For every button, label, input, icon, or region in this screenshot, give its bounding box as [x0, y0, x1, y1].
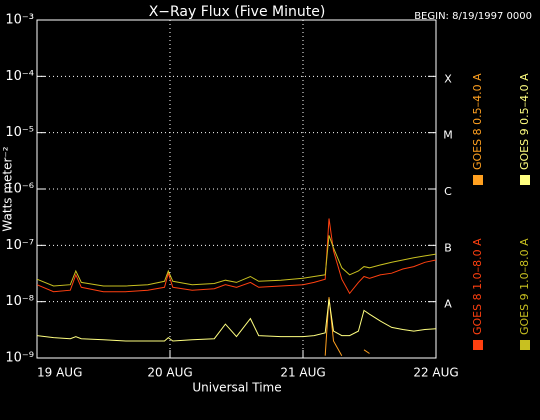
y-tick-label: 10⁻⁶ — [5, 182, 34, 197]
y-tick-label: 10⁻⁹ — [5, 351, 34, 366]
plot-area — [37, 218, 436, 356]
legend-label: GOES 9 1.0–8.0 A — [518, 238, 531, 335]
chart-title: X−Ray Flux (Five Minute) — [149, 4, 326, 20]
series-line — [37, 235, 436, 287]
y-axis-label: Watts meter⁻² — [1, 146, 15, 231]
legend-swatch — [473, 175, 483, 185]
series-line — [37, 218, 436, 295]
legend-label: GOES 8 1.0–8.0 A — [471, 238, 484, 335]
y-tick-label: 10⁻⁷ — [5, 238, 34, 253]
x-tick-label: 20 AUG — [147, 366, 192, 380]
x-tick-label: 22 AUG — [413, 366, 458, 380]
legend-label: GOES 9 0.5–4.0 A — [518, 73, 531, 170]
flare-class-label: B — [444, 241, 452, 254]
flare-class-label: X — [444, 72, 452, 85]
y-tick-label: 10⁻³ — [5, 13, 34, 28]
legend-label: GOES 8 0.5–4.0 A — [471, 73, 484, 170]
flare-class-label: A — [444, 298, 452, 311]
flare-class-label: C — [444, 185, 452, 198]
y-tick-label: 10⁻⁵ — [5, 125, 34, 140]
y-tick-label: 10⁻⁴ — [5, 69, 34, 84]
legend-swatch — [520, 340, 530, 350]
legend-swatch — [473, 340, 483, 350]
x-tick-label: 19 AUG — [37, 366, 82, 380]
legend-swatch — [520, 175, 530, 185]
chart-subtitle: BEGIN: 8/19/1997 0000 — [414, 11, 532, 22]
series-line — [37, 299, 436, 342]
y-tick-label: 10⁻⁸ — [5, 294, 34, 309]
series-line — [324, 297, 370, 356]
plot-frame — [36, 19, 437, 359]
x-axis-label: Universal Time — [192, 381, 281, 395]
flare-class-label: M — [443, 129, 453, 142]
x-tick-label: 21 AUG — [280, 366, 325, 380]
